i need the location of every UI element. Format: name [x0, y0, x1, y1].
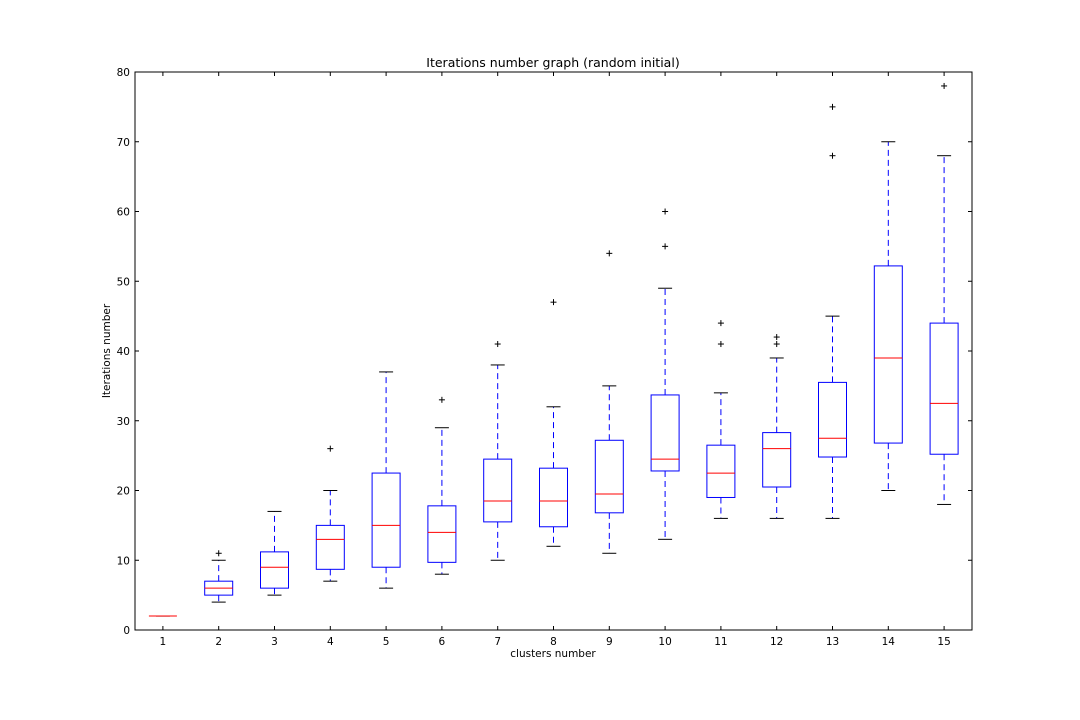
y-tick-label: 60 [117, 207, 130, 219]
outlier-marker [327, 445, 334, 452]
chart-title: Iterations number graph (random initial) [426, 55, 679, 70]
x-tick-label: 5 [383, 636, 390, 648]
box-iqr [483, 458, 513, 523]
box-iqr [818, 381, 847, 458]
box-group-9 [594, 250, 624, 554]
x-axis-label: clusters number [510, 648, 596, 660]
x-tick-label: 2 [215, 636, 222, 648]
outlier-marker [438, 396, 445, 403]
x-tick-label: 3 [271, 636, 278, 648]
outlier-marker [494, 341, 501, 348]
x-tick-label: 11 [714, 636, 727, 648]
y-tick-label: 20 [117, 486, 130, 498]
box-group-3 [260, 510, 289, 596]
box-group-7 [483, 341, 513, 561]
outlier-marker [606, 250, 613, 257]
x-tick-label: 15 [937, 636, 950, 648]
box-iqr [371, 472, 401, 568]
y-tick-label: 10 [117, 555, 130, 567]
box-group-5 [371, 371, 401, 589]
box-group-13 [818, 103, 847, 519]
x-tick-label: 10 [658, 636, 671, 648]
outlier-marker [829, 152, 836, 159]
outlier-marker [829, 103, 836, 110]
y-tick-label: 80 [117, 67, 130, 79]
x-tick-label: 4 [327, 636, 334, 648]
outlier-marker [941, 82, 948, 89]
x-tick-label: 14 [882, 636, 896, 648]
box-iqr [929, 322, 959, 455]
x-tick-label: 1 [160, 636, 167, 648]
box-iqr [762, 432, 792, 488]
box-iqr [427, 505, 457, 563]
x-tick-label: 7 [494, 636, 501, 648]
box-iqr [594, 439, 624, 514]
y-axis-label: Iterations number [101, 303, 113, 398]
box-iqr [650, 394, 680, 472]
y-tick-label: 0 [123, 625, 130, 637]
outlier-marker [773, 341, 780, 348]
box-iqr [539, 467, 568, 528]
box-iqr [315, 524, 345, 570]
y-tick-label: 50 [117, 276, 130, 288]
box-group-12 [762, 334, 792, 519]
plot-marks [148, 82, 959, 617]
box-iqr [260, 551, 289, 589]
box-iqr [706, 444, 736, 498]
outlier-marker [662, 243, 669, 250]
outlier-marker [662, 208, 669, 215]
x-tick-label: 8 [550, 636, 557, 648]
box-group-14 [873, 141, 903, 491]
box-group-10 [650, 208, 680, 540]
y-tick-label: 70 [117, 137, 130, 149]
x-tick-label: 9 [606, 636, 613, 648]
outlier-marker [717, 341, 724, 348]
box-group-4 [315, 445, 345, 582]
outlier-marker [215, 550, 222, 557]
x-tick-label: 12 [770, 636, 783, 648]
y-tick-label: 30 [117, 416, 130, 428]
outlier-marker [550, 299, 557, 306]
x-tick-label: 6 [439, 636, 446, 648]
x-tick-label: 13 [826, 636, 839, 648]
y-tick-label: 40 [117, 346, 130, 358]
box-group-6 [427, 396, 457, 575]
box-iqr [873, 265, 903, 444]
box-group-15 [929, 82, 959, 505]
outlier-marker [773, 334, 780, 341]
box-group-2 [204, 550, 234, 603]
box-group-11 [706, 320, 736, 519]
box-group-8 [539, 299, 568, 547]
outlier-marker [717, 320, 724, 327]
